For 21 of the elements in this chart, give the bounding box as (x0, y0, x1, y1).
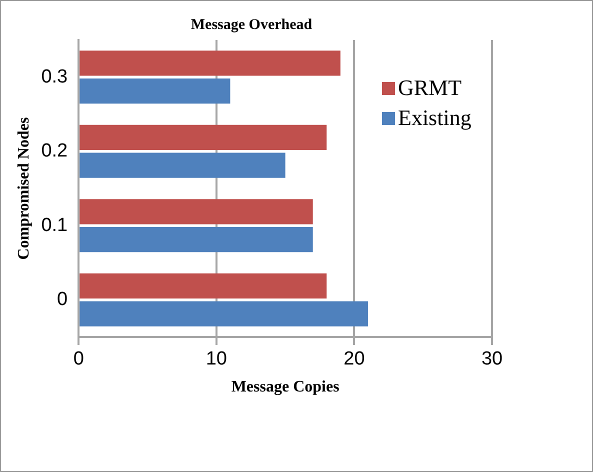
legend-label: Existing (398, 105, 472, 131)
x-tick-label: 0 (73, 348, 84, 370)
x-axis-title: Message Copies (231, 378, 340, 396)
bar (80, 273, 327, 298)
legend-label: GRMT (398, 75, 462, 101)
y-tick-label: 0.2 (41, 140, 68, 162)
bar (80, 199, 313, 224)
x-tick-label: 20 (344, 348, 365, 370)
y-axis-title: Compromised Nodes (16, 117, 33, 260)
bar (80, 152, 286, 178)
y-tick-label: 0 (57, 289, 68, 310)
bar (80, 124, 327, 150)
x-tick-label: 30 (481, 348, 503, 370)
bar (80, 50, 340, 76)
bar (80, 301, 368, 326)
bar (80, 78, 230, 104)
x-tick-label: 10 (206, 348, 227, 370)
chart-title: Message Overhead (190, 16, 313, 33)
y-tick-label: 0.3 (41, 66, 68, 88)
bar (80, 227, 313, 252)
y-tick-label: 0.1 (41, 214, 68, 236)
